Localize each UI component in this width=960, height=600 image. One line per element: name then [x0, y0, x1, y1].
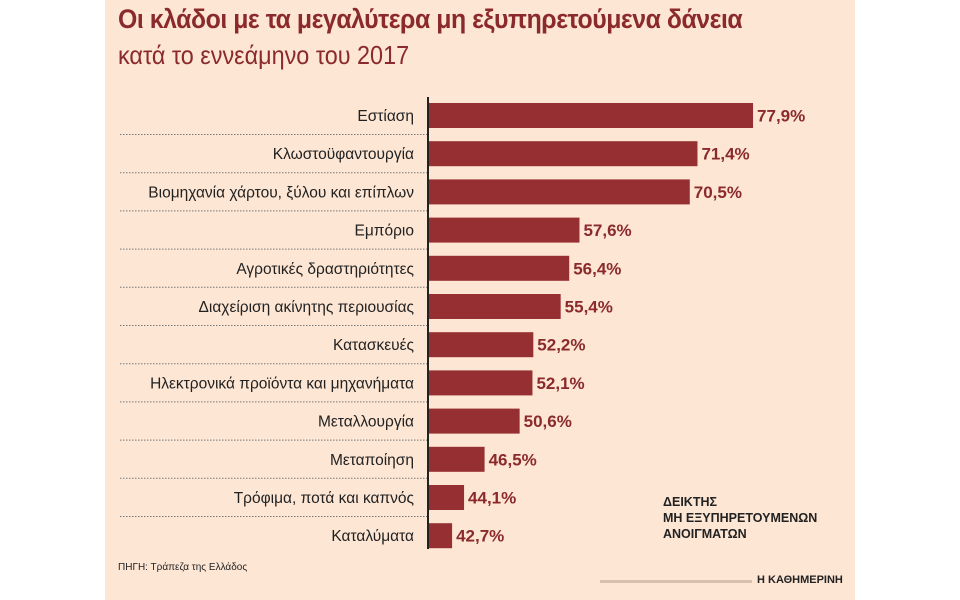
value-label: 71,4% [701, 145, 749, 164]
source-note: ΠΗΓΗ: Τράπεζα της Ελλάδος [118, 562, 248, 573]
legend-note: ΔΕΙΚΤΗΣ ΜΗ ΕΞΥΠΗΡΕΤΟΥΜΕΝΩΝ ΑΝΟΙΓΜΑΤΩΝ [663, 494, 817, 542]
chart-title: Οι κλάδοι με τα μεγαλύτερα μη εξυπηρετού… [118, 4, 743, 34]
bar [429, 370, 533, 396]
chart-subtitle: κατά το εννεάμηνο του 2017 [118, 40, 410, 70]
bar [429, 332, 534, 358]
bar [429, 523, 453, 549]
category-label: Ηλεκτρονικά προϊόντα και μηχανήματα [150, 375, 414, 392]
value-label: 55,4% [565, 298, 613, 317]
category-label: Καταλύματα [331, 528, 414, 545]
bar [429, 485, 465, 510]
bar [429, 408, 520, 434]
category-label: Διαχείριση ακίνητης περιουσίας [199, 299, 414, 316]
brand-logo: Η ΚΑΘΗΜΕΡΙΝΗ [757, 574, 843, 586]
value-label: 52,2% [537, 336, 585, 355]
bar [429, 179, 690, 205]
category-label: Βιομηχανία χάρτου, ξύλου και επίπλων [148, 184, 414, 201]
category-label: Εμπόριο [355, 223, 414, 240]
bar [429, 141, 698, 167]
category-label: Μεταλλουργία [318, 414, 414, 431]
footer-divider [600, 580, 752, 583]
bar [429, 217, 580, 243]
value-label: 56,4% [573, 259, 621, 278]
legend-line: ΑΝΟΙΓΜΑΤΩΝ [663, 527, 747, 541]
value-label: 46,5% [489, 450, 537, 469]
category-label: Κλωστοϋφαντουργία [273, 146, 414, 163]
value-label: 52,1% [536, 374, 584, 393]
bar [429, 294, 561, 319]
value-label: 77,9% [757, 107, 805, 126]
legend-line: ΔΕΙΚΤΗΣ [663, 495, 717, 509]
bar [429, 255, 570, 281]
bar [429, 446, 485, 472]
category-label: Τρόφιμα, ποτά και καπνός [234, 490, 414, 507]
value-label: 70,5% [694, 183, 742, 202]
category-label: Κατασκευές [333, 337, 414, 354]
category-label: Αγροτικές δραστηριότητες [236, 261, 414, 278]
value-label: 44,1% [468, 489, 516, 508]
value-label: 50,6% [524, 412, 572, 431]
category-label: Εστίαση [357, 108, 414, 125]
category-label: Μεταποίηση [330, 452, 414, 469]
value-label: 57,6% [583, 221, 631, 240]
legend-line: ΜΗ ΕΞΥΠΗΡΕΤΟΥΜΕΝΩΝ [663, 511, 818, 525]
bar [429, 103, 754, 128]
value-label: 42,7% [456, 527, 504, 546]
